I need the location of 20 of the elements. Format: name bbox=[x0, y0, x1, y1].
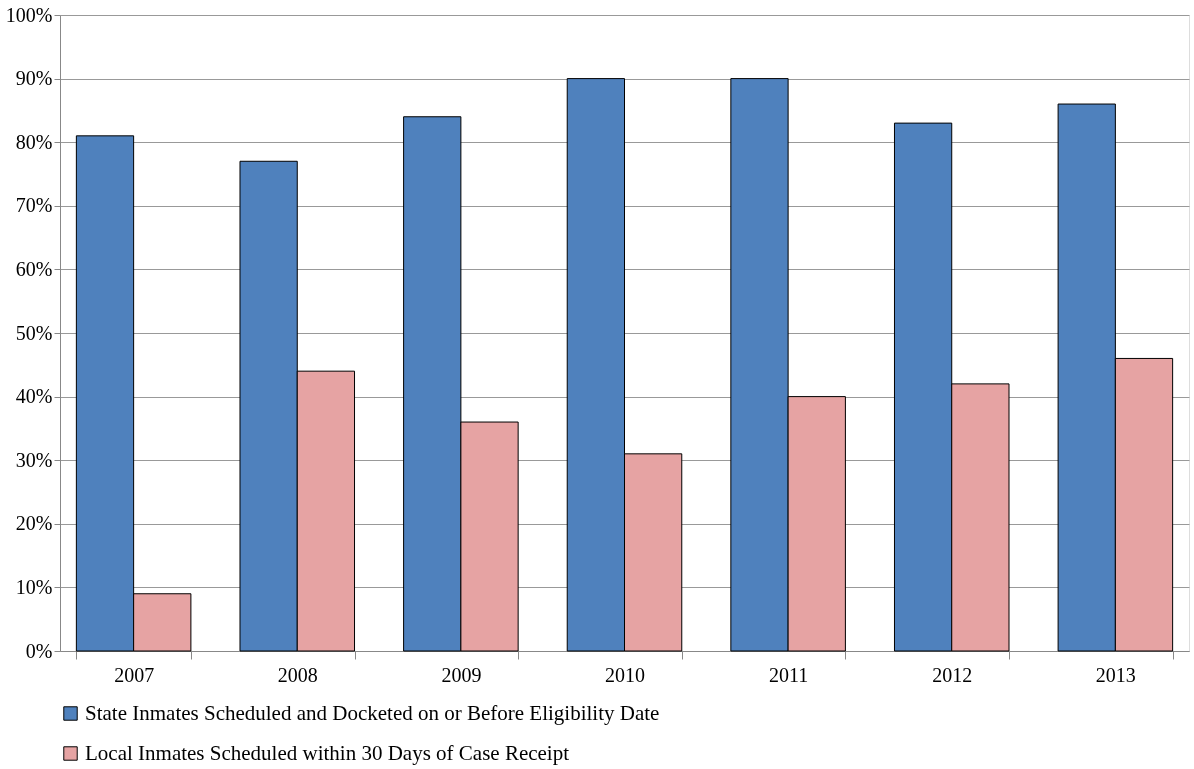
legend-label: Local Inmates Scheduled within 30 Days of Case Receipt bbox=[85, 740, 570, 765]
x-tick-label: 2010 bbox=[605, 663, 645, 686]
x-tick-label: 2007 bbox=[114, 663, 155, 686]
y-tick-label: 0% bbox=[25, 639, 53, 662]
y-tick-label: 50% bbox=[15, 321, 53, 344]
x-tick-label: 2011 bbox=[768, 663, 809, 686]
x-tick-label: 2012 bbox=[932, 663, 973, 686]
x-tick-label: 2009 bbox=[441, 663, 482, 686]
x-tick-label: 2013 bbox=[1095, 663, 1136, 686]
y-tick-label: 70% bbox=[15, 194, 53, 217]
y-tick-label: 90% bbox=[15, 67, 53, 90]
x-tick-label: 2008 bbox=[277, 663, 318, 686]
y-tick-label: 40% bbox=[15, 385, 53, 408]
y-tick-label: 30% bbox=[15, 448, 53, 471]
y-tick-label: 10% bbox=[15, 575, 53, 598]
y-tick-label: 100% bbox=[5, 3, 53, 26]
y-tick-label: 20% bbox=[15, 512, 53, 535]
y-tick-label: 60% bbox=[15, 257, 53, 280]
legend-label: State Inmates Scheduled and Docketed on or Before Eligibility Date bbox=[85, 700, 660, 725]
y-tick-label: 80% bbox=[15, 130, 53, 153]
